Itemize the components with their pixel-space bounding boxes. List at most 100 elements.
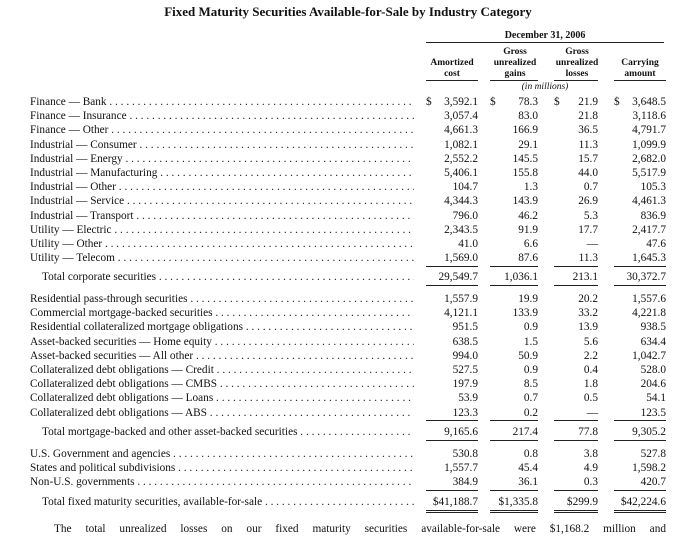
cell-value: 5,517.9: [632, 167, 666, 179]
cell-value: 145.5: [512, 152, 538, 165]
gross-losses-cell: 0.7: [554, 180, 598, 194]
cell-value: 29.1: [518, 138, 538, 151]
gross-losses-cell: 4.9: [554, 461, 598, 475]
cell-value: 527.8: [640, 448, 666, 460]
cell-value: 1,557.9: [444, 293, 478, 305]
amortized-cost-cell: 3,057.4: [426, 109, 478, 123]
gross-gains-cell: 87.6: [490, 251, 538, 265]
cell-value: 1,645.3: [632, 252, 666, 265]
gross-gains-cell: $1,335.8: [490, 495, 538, 509]
cell-value: 11.3: [578, 138, 598, 151]
cell-value: 1.3: [523, 181, 538, 194]
cell-value: 2,682.0: [632, 152, 666, 165]
cell-value: 0.9: [523, 364, 538, 376]
cell-value: 143.9: [512, 195, 538, 208]
amortized-cost-cell: 53.9: [426, 391, 478, 405]
gross-gains-cell: 1,036.1: [490, 270, 538, 284]
cell-value: 4.9: [583, 462, 598, 475]
gross-losses-cell: 15.7: [554, 152, 598, 166]
cell-value: 44.0: [578, 167, 598, 179]
row-label: Utility — Telecom: [30, 251, 414, 265]
cell-value: 5.3: [583, 209, 598, 222]
double-underline: [426, 509, 478, 513]
row-label: Total fixed maturity securities, availab…: [30, 495, 414, 509]
table-row: Collateralized debt obligations — Loans 5…: [30, 391, 670, 405]
table-row: Residential pass-through securities 1,557…: [30, 292, 670, 306]
cell-value: 1,569.0: [444, 252, 478, 265]
row-label: Finance — Bank: [30, 95, 414, 109]
amortized-cost-cell: 638.5: [426, 335, 478, 349]
gross-losses-cell: 0.4: [554, 363, 598, 377]
row-label: Industrial — Transport: [30, 209, 414, 223]
row-label: Non-U.S. governments: [30, 475, 414, 489]
gross-gains-cell: 1.5: [490, 335, 538, 349]
row-label: Residential pass-through securities: [30, 292, 414, 306]
column-header-rule: [426, 80, 478, 81]
cell-value: 527.5: [452, 364, 478, 376]
cell-value: 530.8: [452, 448, 478, 460]
table-total-row: Total mortgage-backed and other asset-ba…: [30, 425, 670, 439]
gross-losses-cell: 3.8: [554, 447, 598, 461]
cell-value: 46.2: [518, 209, 538, 222]
carrying-amount-cell: 47.6: [614, 237, 666, 251]
gross-losses-cell: 2.2: [554, 349, 598, 363]
gross-gains-cell: 0.7: [490, 391, 538, 405]
table-row: U.S. Government and agencies 530.8 0.8 3.8 5…: [30, 447, 670, 461]
cell-value: 1,099.9: [632, 138, 666, 151]
units-note: (in millions): [521, 82, 569, 92]
cell-value: 384.9: [452, 476, 478, 489]
cell-value: 1,557.6: [632, 293, 666, 305]
cell-value: 0.5: [583, 392, 598, 405]
amortized-cost-cell: 384.9: [426, 475, 478, 489]
cell-value: 54.1: [646, 392, 666, 405]
row-label: Utility — Electric: [30, 223, 414, 237]
subtotal-rule: [490, 420, 538, 422]
row-label: Utility — Other: [30, 237, 414, 251]
amortized-cost-cell: 530.8: [426, 447, 478, 461]
currency-symbol: $: [490, 96, 496, 108]
cell-value: 217.4: [512, 425, 538, 438]
gross-losses-cell: 77.8: [554, 425, 598, 439]
gross-gains-cell: 46.2: [490, 209, 538, 223]
cell-value: 2,552.2: [444, 152, 478, 165]
table-row: Industrial — Service 4,344.3 143.9 26.9 4,46…: [30, 194, 670, 208]
gross-losses-cell: 36.5: [554, 123, 598, 137]
cell-value: 91.9: [518, 223, 538, 236]
cell-value: 8.5: [523, 378, 538, 391]
cell-value: 0.9: [523, 321, 538, 334]
gross-losses-cell: 5.6: [554, 335, 598, 349]
column-header-amortized-cost: Amortized cost: [430, 58, 474, 79]
table-row: Commercial mortgage-backed securities 4,1…: [30, 306, 670, 320]
cell-value: 204.6: [640, 378, 666, 391]
table-row: Industrial — Manufacturing 5,406.1 155.8 44…: [30, 166, 670, 180]
table-row: Asset-backed securities — All other 994.0…: [30, 349, 670, 363]
gross-gains-cell: 143.9: [490, 194, 538, 208]
row-label: Collateralized debt obligations — Loans: [30, 391, 414, 405]
amortized-cost-cell: 2,552.2: [426, 152, 478, 166]
double-underline: [554, 509, 598, 513]
row-label: Commercial mortgage-backed securities: [30, 306, 414, 320]
cell-value: 3,648.5: [632, 96, 666, 108]
gross-gains-cell: 217.4: [490, 425, 538, 439]
amortized-cost-cell: 1,569.0: [426, 251, 478, 265]
cell-value: 2,343.5: [444, 223, 478, 236]
cell-value: $299.9: [566, 495, 598, 508]
carrying-amount-cell: 4,791.7: [614, 123, 666, 137]
carrying-amount-cell: 1,598.2: [614, 461, 666, 475]
carrying-amount-cell: 123.5: [614, 406, 666, 420]
gross-gains-cell: 6.6: [490, 237, 538, 251]
cell-value: 123.3: [452, 406, 478, 419]
cell-value: 4,344.3: [444, 195, 478, 208]
row-label: Asset-backed securities — All other: [30, 349, 414, 363]
carrying-amount-cell: 9,305.2: [614, 425, 666, 439]
subtotal-rule: [554, 439, 598, 441]
carrying-amount-cell: 204.6: [614, 377, 666, 391]
carrying-amount-cell: $42,224.6: [614, 495, 666, 509]
carrying-amount-cell: 836.9: [614, 209, 666, 223]
cell-value: 938.5: [640, 321, 666, 334]
carrying-amount-cell: 420.7: [614, 475, 666, 489]
subtotal-rule: [554, 490, 598, 492]
cell-value: 45.4: [518, 462, 538, 475]
row-label: Industrial — Other: [30, 180, 414, 194]
table-row: Industrial — Other 104.7 1.3 0.7 105.3: [30, 180, 670, 194]
